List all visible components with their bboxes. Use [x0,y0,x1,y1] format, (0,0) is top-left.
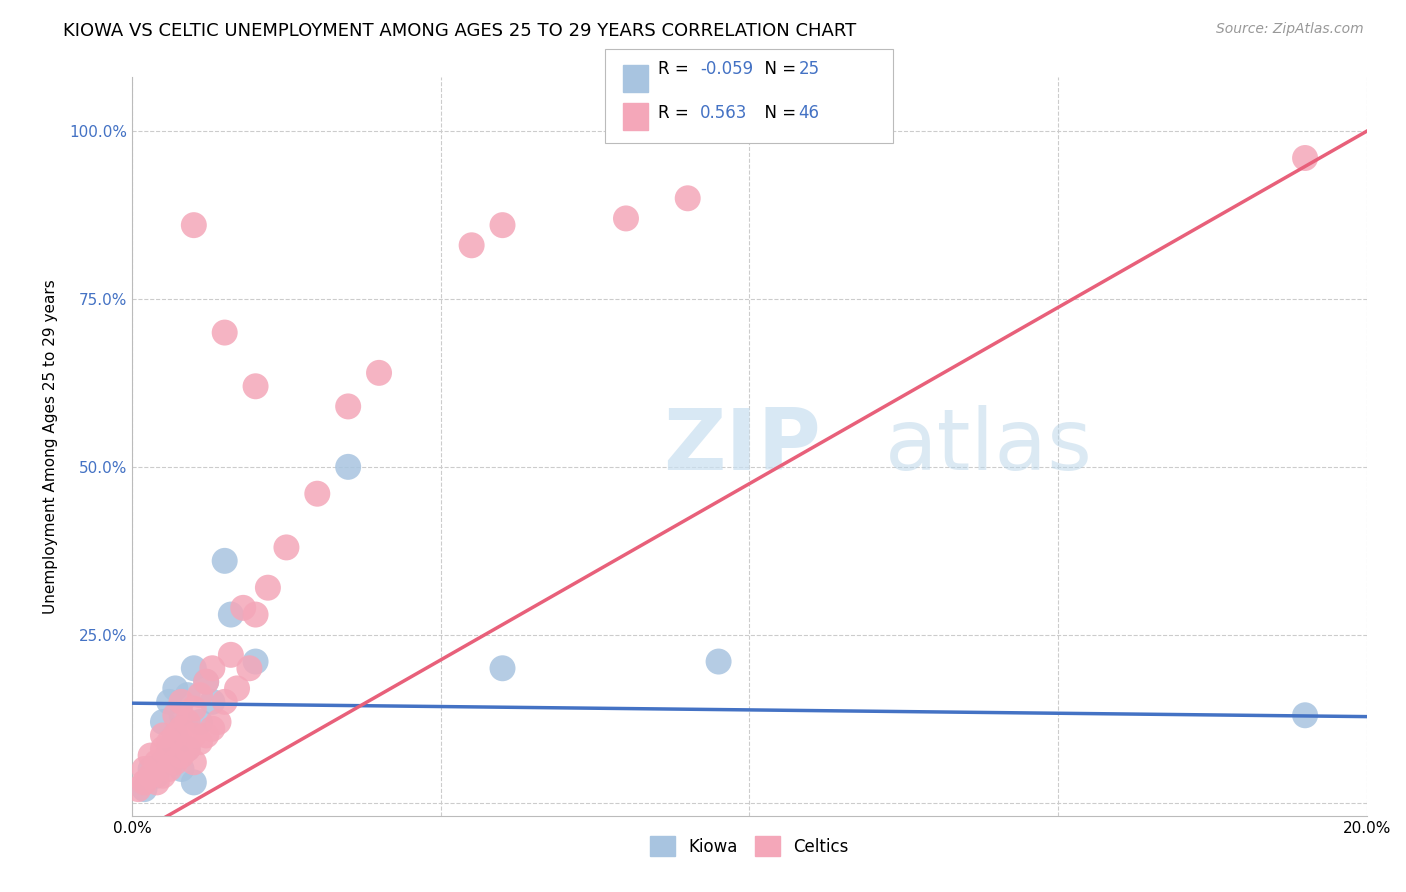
Point [165,728,187,742]
Legend: Kiowa, Celtics: Kiowa, Celtics [644,830,855,863]
Text: N =: N = [754,103,801,122]
Point [201,722,224,736]
Point [152,714,174,729]
Point [245,655,267,669]
Y-axis label: Unemployment Among Ages 25 to 29 years: Unemployment Among Ages 25 to 29 years [44,279,58,614]
Point [183,756,205,770]
Point [134,775,156,789]
Point [491,661,513,675]
Point [183,775,205,789]
Point [134,782,156,797]
Point [676,191,699,205]
Point [188,688,211,702]
Text: Source: ZipAtlas.com: Source: ZipAtlas.com [1216,22,1364,37]
Point [183,701,205,715]
Point [183,661,205,675]
Point [183,728,205,742]
Point [165,681,187,696]
Point [276,541,298,555]
Text: atlas: atlas [886,405,1094,488]
Point [188,735,211,749]
Point [146,769,169,783]
Point [245,607,267,622]
Text: KIOWA VS CELTIC UNEMPLOYMENT AMONG AGES 25 TO 29 YEARS CORRELATION CHART: KIOWA VS CELTIC UNEMPLOYMENT AMONG AGES … [63,22,856,40]
Point [337,459,360,474]
Point [368,366,391,380]
Point [337,400,360,414]
Point [226,681,249,696]
Text: -0.059: -0.059 [700,60,754,78]
Point [201,695,224,709]
Point [165,708,187,723]
Point [176,688,198,702]
Point [157,735,180,749]
Point [170,748,193,763]
Point [183,218,205,232]
Point [134,762,156,776]
Point [707,655,730,669]
Point [219,607,242,622]
Point [214,554,236,568]
Point [152,769,174,783]
Point [146,775,169,789]
Point [152,742,174,756]
Text: 46: 46 [799,103,820,122]
Point [238,661,260,675]
Point [139,748,162,763]
Point [232,600,254,615]
Point [176,714,198,729]
Text: 25: 25 [799,60,820,78]
Point [152,756,174,770]
Text: R =: R = [658,103,695,122]
Point [307,486,329,500]
Text: 0.563: 0.563 [700,103,748,122]
Point [214,326,236,340]
Point [157,742,180,756]
Point [1294,708,1316,723]
Point [614,211,637,226]
Point [460,238,482,252]
Point [170,762,193,776]
Point [127,782,149,797]
Text: R =: R = [658,60,695,78]
Text: N =: N = [754,60,801,78]
Point [176,742,198,756]
Point [170,708,193,723]
Point [139,762,162,776]
Point [195,674,218,689]
Point [195,674,218,689]
Point [165,728,187,742]
Point [1294,151,1316,165]
Point [195,728,218,742]
Point [219,648,242,662]
Point [207,714,229,729]
Point [170,695,193,709]
Point [146,756,169,770]
Point [165,756,187,770]
Point [188,714,211,729]
Point [157,762,180,776]
Point [214,695,236,709]
Point [491,218,513,232]
Point [245,379,267,393]
Point [176,742,198,756]
Point [170,722,193,736]
Point [257,581,280,595]
Point [152,728,174,742]
Point [139,769,162,783]
Text: ZIP: ZIP [664,405,821,488]
Point [201,661,224,675]
Point [157,695,180,709]
